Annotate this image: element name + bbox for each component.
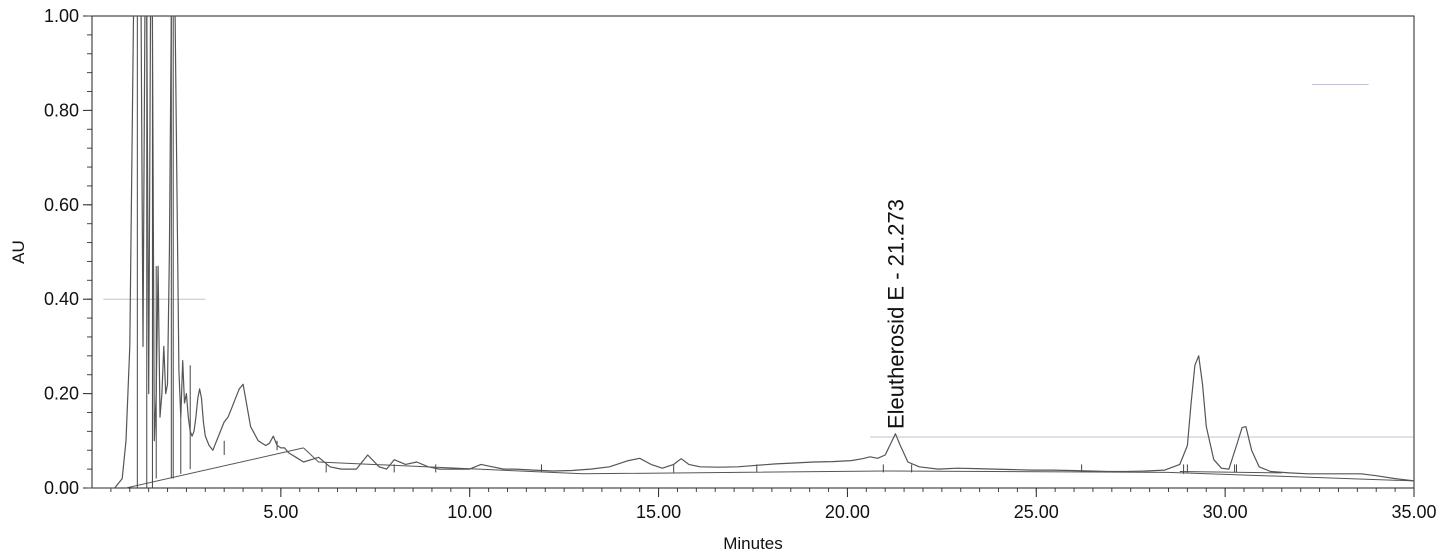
peak-label: Eleutherosid E - 21.273	[883, 199, 908, 429]
plot-area	[91, 15, 1415, 489]
x-tick-label: 30.00	[1203, 502, 1248, 522]
baseline	[1179, 471, 1282, 474]
y-axis-title: AU	[9, 240, 28, 264]
y-tick-label: 0.40	[44, 289, 79, 309]
y-tick-label: 0.80	[44, 100, 79, 120]
y-tick-label: 0.00	[44, 478, 79, 498]
x-tick-label: 35.00	[1391, 502, 1436, 522]
baseline	[125, 447, 304, 489]
annotations: Eleutherosid E - 21.273	[883, 199, 908, 429]
y-tick-label: 1.00	[44, 6, 79, 26]
x-axis-title: Minutes	[723, 534, 783, 553]
chromatogram-trace	[92, 15, 1415, 489]
x-tick-label: 10.00	[447, 502, 492, 522]
x-tick-label: 15.00	[636, 502, 681, 522]
y-tick-label: 0.20	[44, 384, 79, 404]
x-tick-label: 5.00	[263, 502, 298, 522]
x-tick-label: 25.00	[1014, 502, 1059, 522]
x-axis: 5.00 10.00 15.00 20.00 25.00 30.00 35.00	[110, 488, 1437, 522]
y-tick-label: 0.60	[44, 195, 79, 215]
plot-frame	[91, 15, 1415, 489]
y-axis: 0.00 0.20 0.40 0.60 0.80 1.00	[44, 6, 92, 498]
baseline	[303, 447, 1415, 482]
x-tick-label: 20.00	[825, 502, 870, 522]
